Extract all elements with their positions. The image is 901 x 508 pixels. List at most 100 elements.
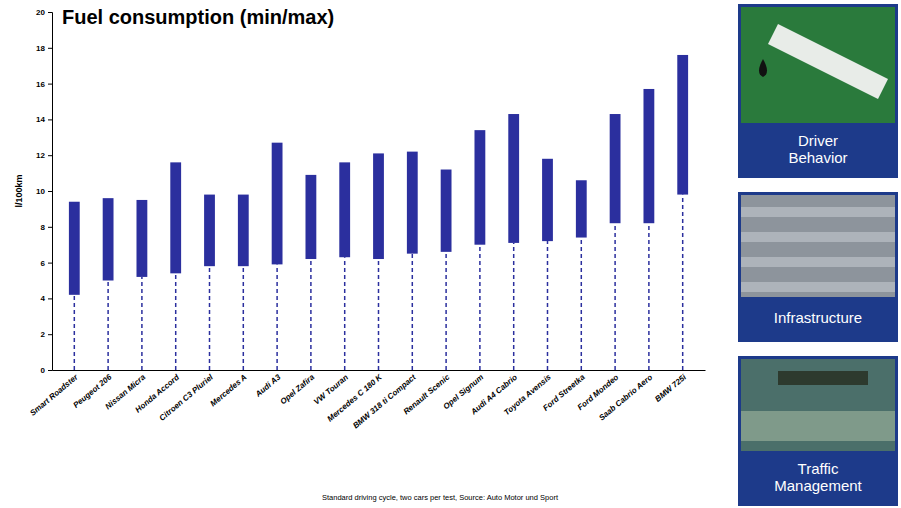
x-tick: Citroen C3 Pluriel [158, 370, 216, 423]
range-bar [677, 55, 688, 195]
range-bar [272, 143, 283, 265]
min-stem [175, 273, 177, 370]
panel-texture [741, 411, 895, 441]
min-stem [479, 245, 481, 370]
min-stem [648, 223, 650, 370]
panel-icon [768, 24, 888, 99]
min-stem [209, 266, 211, 370]
y-tick: 0 [41, 366, 52, 375]
panel-frame [738, 192, 898, 342]
min-stem [547, 241, 549, 370]
y-tick-mark [48, 263, 52, 264]
panel-texture [741, 207, 895, 217]
y-tick-mark [48, 84, 52, 85]
min-stem [513, 243, 515, 370]
side-panel: TrafficManagement [738, 356, 898, 506]
panel-frame [738, 4, 898, 178]
min-stem [107, 281, 109, 371]
y-tick-label: 2 [41, 330, 46, 339]
panel-label: Infrastructure [774, 309, 862, 326]
x-tick: BMW 725i [653, 370, 688, 404]
y-tick-label: 14 [36, 115, 45, 124]
x-tick-label: Audi A3 [253, 372, 283, 399]
panel-icon [759, 59, 767, 77]
y-axis-line [48, 13, 53, 371]
min-stem [310, 259, 312, 370]
x-tick-label: Smart Roadster [28, 372, 80, 418]
min-stem [74, 295, 76, 370]
min-stem [276, 264, 278, 370]
range-bar [474, 130, 485, 245]
y-tick: 14 [36, 115, 52, 124]
range-bar [69, 202, 80, 295]
y-tick-label: 10 [36, 187, 45, 196]
min-stem [412, 254, 414, 370]
x-axis-line [53, 370, 706, 371]
x-tick-label: BMW 318 ti Compact [351, 372, 418, 430]
min-stem [344, 257, 346, 370]
min-stem [682, 195, 684, 370]
y-tick-label: 16 [36, 80, 45, 89]
x-tick-label: Renault Scenic [402, 372, 452, 416]
panel-label: DriverBehavior [788, 132, 847, 166]
side-panel: Infrastructure [738, 192, 898, 342]
y-tick-mark [48, 227, 52, 228]
y-tick: 2 [41, 330, 52, 339]
y-tick: 4 [41, 294, 52, 303]
x-axis: Smart RoadsterPeugeot 206Nissan MicraHon… [28, 370, 705, 430]
range-bar [508, 114, 519, 243]
title: Fuel consumption (min/max) [62, 6, 334, 28]
y-tick-mark [48, 48, 52, 49]
y-tick: 8 [41, 223, 52, 232]
x-tick-label: Mercedes A [209, 373, 249, 409]
range-bar [542, 159, 553, 241]
range-bar [610, 114, 621, 223]
x-tick-label: Saab Cabrio Aero [597, 373, 654, 423]
x-tick: Mercedes A [209, 370, 249, 408]
range-bar [407, 152, 418, 254]
panel-texture [778, 371, 868, 385]
range-bar [204, 195, 215, 267]
plot-area [69, 55, 688, 370]
y-tick-mark [48, 370, 52, 371]
panel-image [741, 7, 895, 123]
panel-image [741, 195, 895, 297]
y-tick-mark [48, 119, 52, 120]
y-tick: 10 [36, 187, 52, 196]
panel-label: TrafficManagement [774, 460, 862, 494]
y-tick-mark [48, 12, 52, 13]
x-tick-label: BMW 725i [653, 372, 688, 404]
y-tick: 12 [36, 151, 52, 160]
x-tick: Opel Zafira [278, 370, 316, 406]
y-tick-label: 20 [36, 8, 45, 17]
y-tick: 6 [41, 259, 52, 268]
panel-frame [738, 356, 898, 506]
x-tick: BMW 318 ti Compact [351, 370, 418, 430]
min-stem [378, 259, 380, 370]
panel-texture [741, 232, 895, 242]
x-tick: Saab Cabrio Aero [597, 370, 654, 422]
min-stem [581, 238, 583, 370]
footnote: Standard driving cycle, two cars per tes… [322, 493, 559, 502]
range-bar [643, 89, 654, 223]
range-bar [238, 195, 249, 267]
range-bar [373, 153, 384, 259]
y-tick-mark [48, 334, 52, 335]
min-stem [614, 223, 616, 370]
x-tick-label: Citroen C3 Pluriel [158, 372, 216, 423]
side-panel: DriverBehavior [738, 4, 898, 178]
y-tick: 18 [36, 44, 52, 53]
y-tick-mark [48, 298, 52, 299]
y-tick-label: 0 [41, 366, 46, 375]
x-tick-label: Mercedes C 180 K [326, 372, 385, 424]
panel-texture [741, 257, 895, 267]
y-tick-label: 6 [41, 259, 46, 268]
x-tick: Smart Roadster [28, 370, 80, 418]
y-tick-label: 4 [41, 294, 46, 303]
panel-image [741, 359, 895, 451]
range-bar [103, 198, 114, 280]
range-bar [441, 170, 452, 252]
min-stem [445, 252, 447, 370]
y-tick-mark [48, 191, 52, 192]
y-tick-label: 8 [41, 223, 46, 232]
